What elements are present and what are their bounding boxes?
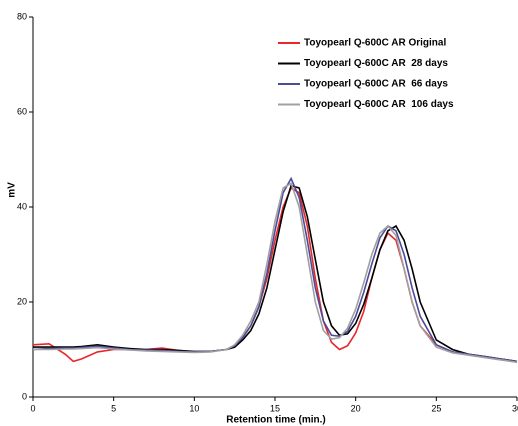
legend-label: Toyopearl Q-600C AR 66 days (304, 79, 448, 90)
legend-label: Toyopearl Q-600C AR 28 days (304, 58, 448, 69)
y-tick-label: 60 (17, 106, 27, 116)
x-axis-label: Retention time (min.) (226, 415, 325, 426)
y-tick-label: 80 (17, 11, 27, 21)
x-tick-label: 15 (270, 403, 280, 413)
y-tick-label: 0 (22, 391, 27, 401)
series-line (33, 182, 518, 364)
y-tick-label: 40 (17, 201, 27, 211)
legend-label: Toyopearl Q-600C AR Original (304, 38, 446, 49)
series-line (32, 186, 518, 363)
x-tick-label: 25 (431, 403, 441, 413)
y-tick-label: 20 (17, 296, 27, 306)
x-tick-label: 0 (30, 403, 35, 413)
legend-label: Toyopearl Q-600C AR 106 days (304, 99, 454, 110)
series-line (32, 176, 518, 363)
y-axis-label: mV (7, 182, 18, 198)
x-tick-label: 30 (512, 403, 518, 413)
x-tick-label: 20 (351, 403, 361, 413)
series-line (33, 184, 518, 363)
x-tick-label: 5 (111, 403, 116, 413)
x-tick-label: 10 (189, 403, 199, 413)
